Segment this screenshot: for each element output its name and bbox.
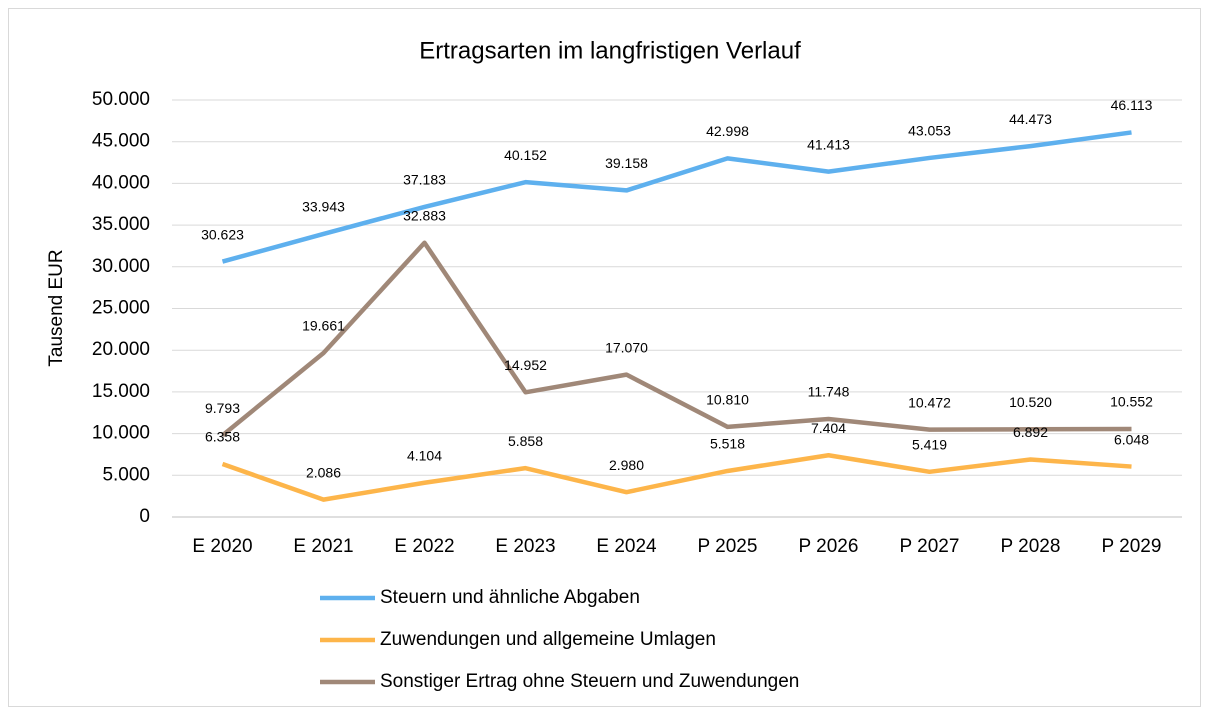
data-label: 14.952: [504, 357, 547, 373]
data-label: 44.473: [1009, 111, 1052, 127]
y-tick-label: 45.000: [92, 131, 150, 152]
y-tick-label: 10.000: [92, 423, 150, 444]
x-tick-label: P 2027: [900, 536, 960, 557]
x-tick-label: E 2022: [394, 536, 454, 557]
series-line: [221, 130, 1132, 264]
data-label: 30.623: [201, 226, 244, 242]
data-label: 5.419: [912, 437, 947, 453]
legend-label: Sonstiger Ertrag ohne Steuern und Zuwend…: [380, 671, 799, 692]
data-label: 19.661: [302, 318, 345, 334]
data-label: 42.998: [706, 123, 749, 139]
chart-title: Ertragsarten im langfristigen Verlauf: [419, 37, 801, 64]
x-tick-label: E 2023: [495, 536, 555, 557]
data-label: 37.183: [403, 172, 446, 188]
y-tick-label: 0: [139, 506, 150, 527]
data-label: 43.053: [908, 123, 951, 139]
legend-label: Steuern und ähnliche Abgaben: [380, 587, 640, 608]
data-label: 39.158: [605, 155, 648, 171]
data-label: 9.793: [205, 400, 240, 416]
legend-label: Zuwendungen und allgemeine Umlagen: [380, 629, 716, 650]
data-label: 7.404: [811, 420, 846, 436]
data-label: 10.472: [908, 394, 951, 410]
x-tick-label: E 2024: [596, 536, 657, 557]
data-label: 10.810: [706, 392, 749, 408]
x-tick-label: P 2029: [1102, 536, 1162, 557]
y-tick-label: 15.000: [92, 381, 150, 402]
data-label: 2.086: [306, 464, 341, 480]
x-tick-label: E 2021: [293, 536, 353, 557]
data-label: 4.104: [407, 447, 442, 463]
x-tick-label: P 2028: [1001, 536, 1061, 557]
series-line: [221, 453, 1132, 502]
data-label: 17.070: [605, 339, 648, 355]
data-label: 6.892: [1013, 424, 1048, 440]
data-label: 5.518: [710, 436, 745, 452]
x-tick-label: P 2026: [799, 536, 859, 557]
series-line: [221, 240, 1132, 438]
y-tick-label: 25.000: [92, 298, 150, 319]
data-label: 10.520: [1009, 394, 1052, 410]
chart-frame: [8, 8, 1201, 707]
data-label: 5.858: [508, 433, 543, 449]
data-label: 46.113: [1111, 97, 1153, 113]
x-tick-label: E 2020: [192, 536, 252, 557]
y-tick-label: 50.000: [92, 89, 150, 110]
data-label: 40.152: [504, 147, 547, 163]
y-tick-label: 30.000: [92, 256, 150, 277]
y-tick-label: 40.000: [92, 172, 150, 193]
x-tick-label: P 2025: [698, 536, 758, 557]
y-axis-label: Tausend EUR: [46, 249, 67, 366]
data-label: 11.748: [808, 384, 850, 400]
y-tick-label: 20.000: [92, 339, 150, 360]
data-label: 10.552: [1110, 394, 1153, 410]
data-label: 6.048: [1114, 431, 1149, 447]
y-tick-label: 35.000: [92, 214, 150, 235]
data-label: 6.358: [205, 429, 240, 445]
y-tick-label: 5.000: [102, 464, 150, 485]
data-label: 41.413: [807, 136, 850, 152]
data-label: 32.883: [403, 207, 446, 223]
data-label: 2.980: [609, 457, 644, 473]
data-label: 33.943: [302, 199, 345, 215]
